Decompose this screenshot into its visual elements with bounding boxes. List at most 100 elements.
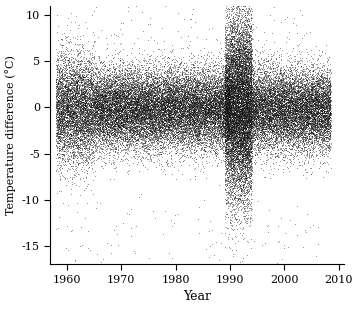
Point bbox=[249, 72, 255, 77]
Point bbox=[53, 102, 59, 107]
Point bbox=[309, 121, 315, 126]
Point bbox=[301, 132, 307, 137]
Point bbox=[241, 86, 246, 91]
Point bbox=[151, 126, 157, 131]
Point bbox=[160, 77, 165, 82]
Point bbox=[62, 89, 68, 94]
Point bbox=[200, 105, 205, 110]
Point bbox=[88, 110, 93, 115]
Point bbox=[149, 111, 154, 116]
Point bbox=[62, 121, 68, 126]
Point bbox=[112, 90, 118, 95]
Point bbox=[198, 119, 204, 124]
Point bbox=[233, 134, 238, 139]
Point bbox=[134, 130, 140, 135]
Point bbox=[148, 88, 154, 93]
Point bbox=[130, 110, 135, 115]
Point bbox=[306, 90, 312, 95]
Point bbox=[124, 123, 130, 128]
Point bbox=[210, 107, 215, 112]
Point bbox=[221, 113, 227, 118]
Point bbox=[222, 95, 228, 100]
Point bbox=[62, 140, 68, 145]
Point bbox=[246, 33, 251, 38]
Point bbox=[237, 144, 243, 149]
Point bbox=[317, 124, 322, 129]
Point bbox=[234, 29, 239, 34]
Point bbox=[270, 110, 276, 115]
Point bbox=[230, 88, 236, 93]
Point bbox=[206, 137, 212, 142]
Point bbox=[136, 116, 142, 121]
Point bbox=[130, 140, 135, 145]
Point bbox=[123, 77, 129, 82]
Point bbox=[184, 106, 190, 111]
Point bbox=[103, 107, 109, 112]
Point bbox=[237, 6, 242, 11]
Point bbox=[242, 70, 248, 75]
Point bbox=[207, 127, 213, 132]
Point bbox=[212, 95, 218, 100]
Point bbox=[103, 123, 109, 128]
Point bbox=[67, 91, 73, 96]
Point bbox=[290, 21, 296, 26]
Point bbox=[324, 106, 330, 111]
Point bbox=[245, 68, 251, 73]
Point bbox=[284, 130, 290, 135]
Point bbox=[65, 87, 71, 91]
Point bbox=[283, 104, 288, 109]
Point bbox=[135, 91, 140, 96]
Point bbox=[66, 100, 71, 105]
Point bbox=[153, 103, 158, 108]
Point bbox=[70, 91, 76, 96]
Point bbox=[292, 131, 297, 136]
Point bbox=[216, 123, 222, 128]
Point bbox=[144, 108, 150, 112]
Point bbox=[90, 118, 95, 123]
Point bbox=[314, 89, 320, 94]
Point bbox=[227, 117, 232, 122]
Point bbox=[248, 86, 254, 91]
Point bbox=[132, 141, 138, 146]
Point bbox=[173, 132, 178, 137]
Point bbox=[284, 103, 290, 108]
Point bbox=[120, 111, 126, 116]
Point bbox=[210, 121, 216, 125]
Point bbox=[265, 74, 271, 79]
Point bbox=[251, 75, 256, 80]
Point bbox=[312, 137, 318, 142]
Point bbox=[154, 121, 159, 126]
Point bbox=[251, 112, 257, 117]
Point bbox=[185, 92, 191, 97]
Point bbox=[151, 110, 157, 115]
Point bbox=[244, 149, 250, 154]
Point bbox=[244, 160, 250, 165]
Point bbox=[229, 165, 235, 170]
Point bbox=[93, 119, 99, 124]
Point bbox=[212, 90, 218, 95]
Point bbox=[74, 92, 80, 97]
Point bbox=[164, 76, 170, 81]
Point bbox=[181, 99, 187, 104]
Point bbox=[278, 92, 283, 97]
Point bbox=[295, 132, 300, 137]
Point bbox=[113, 127, 118, 132]
Point bbox=[115, 126, 121, 131]
Point bbox=[187, 96, 192, 101]
Point bbox=[144, 116, 150, 121]
Point bbox=[106, 137, 112, 142]
Point bbox=[320, 138, 325, 143]
Point bbox=[76, 124, 81, 129]
Point bbox=[232, 65, 238, 70]
Point bbox=[210, 111, 216, 116]
Point bbox=[257, 96, 262, 101]
Point bbox=[145, 64, 151, 69]
Point bbox=[168, 93, 174, 98]
Point bbox=[68, 105, 74, 110]
Point bbox=[140, 91, 146, 96]
Point bbox=[239, 147, 245, 152]
Point bbox=[318, 85, 324, 90]
Point bbox=[94, 113, 99, 118]
Point bbox=[275, 101, 280, 106]
Point bbox=[214, 105, 220, 110]
